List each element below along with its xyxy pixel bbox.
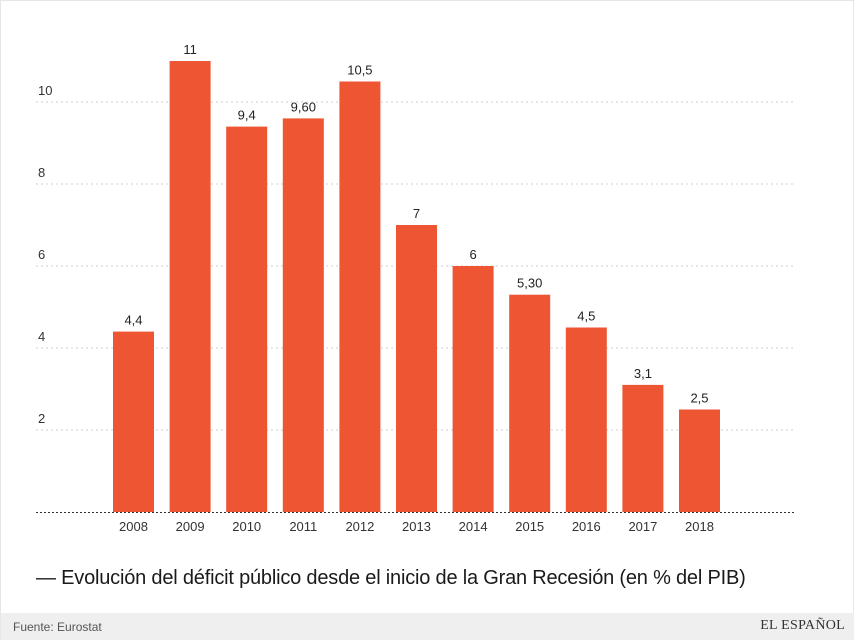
source-text: Fuente: Eurostat	[13, 620, 102, 634]
bar-2011	[282, 118, 324, 513]
x-tick-label: 2012	[345, 519, 374, 534]
bar-2017	[622, 384, 664, 512]
x-tick-label: 2017	[628, 519, 657, 534]
bar-2016	[565, 327, 607, 512]
x-axis: 2008 2009 2010 2011 2012 2013 2014 2015 2016 2017…	[36, 512, 796, 534]
x-tick-label: 2018	[685, 519, 714, 534]
x-tick-label: 2011	[289, 519, 317, 534]
bar-value-label: 9,60	[291, 99, 316, 114]
x-tick-label: 2016	[572, 519, 601, 534]
bar-2015	[509, 294, 551, 512]
brand-logo: EL ESPAÑOL	[760, 618, 845, 633]
x-tick-label: 2010	[232, 519, 261, 534]
footer-bar: Fuente: Eurostat EL ESPAÑOL	[1, 613, 854, 640]
bar-value-label: 3,1	[634, 366, 652, 381]
bar-value-label: 11	[183, 42, 197, 57]
x-tick-label: 2008	[119, 519, 148, 534]
chart-title: — Evolución del déficit público desde el…	[36, 567, 746, 589]
bar-2014	[452, 266, 494, 512]
bar-value-label: 6	[469, 247, 476, 262]
x-tick-label: 2015	[515, 519, 544, 534]
bar-2008	[113, 331, 154, 512]
x-tick-label: 2013	[402, 519, 431, 534]
bar-2018	[679, 409, 720, 512]
bar-chart: 2 4 6 8 10 4,4 11 9,4 9,60 10,5 7 6 5,30 4,5 3,1 2,5 2…	[36, 42, 796, 534]
x-tick-label: 2014	[459, 519, 488, 534]
bar-value-label: 4,5	[577, 309, 595, 324]
bar-value-label: 4,4	[124, 313, 142, 328]
y-tick-label: 4	[38, 329, 45, 344]
bar-value-label: 2,5	[690, 391, 708, 406]
bar-2009	[169, 61, 211, 512]
bar-value-label: 9,4	[238, 108, 256, 123]
y-tick-label: 10	[38, 83, 52, 98]
y-tick-label: 8	[38, 165, 45, 180]
bar-value-label: 10,5	[347, 63, 372, 78]
y-tick-label: 6	[38, 247, 45, 262]
bar-value-label: 7	[413, 206, 420, 221]
bar-2013	[396, 225, 437, 512]
bar-2012	[339, 81, 381, 512]
y-tick-label: 2	[38, 411, 45, 426]
labels-layer: 4,4 11 9,4 9,60 10,5 7 6 5,30 4,5 3,1 2,5	[124, 42, 708, 406]
bar-2010	[226, 126, 268, 512]
bar-value-label: 5,30	[517, 276, 542, 291]
bars-layer	[113, 61, 720, 513]
x-tick-label: 2009	[176, 519, 205, 534]
